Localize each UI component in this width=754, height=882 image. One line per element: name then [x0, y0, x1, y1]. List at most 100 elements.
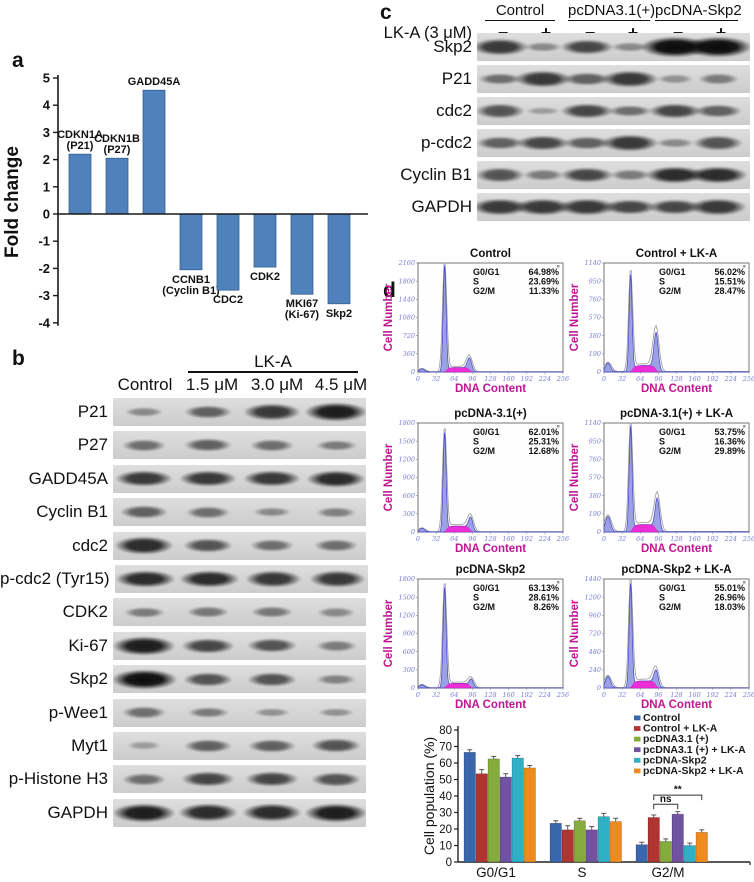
protein-band: [655, 137, 695, 149]
protein-band: [178, 470, 238, 488]
protein-band: [249, 606, 295, 619]
text-label: 28.61%: [528, 592, 559, 602]
text-label: 62.01%: [528, 427, 559, 437]
significance-bracket: [653, 794, 703, 801]
protein-label: Myt1: [71, 735, 108, 755]
text-label: Control + LK-A: [643, 723, 718, 735]
text-label: 1200: [584, 593, 601, 601]
text-label: 1200: [398, 612, 415, 620]
protein-band: [477, 167, 527, 183]
text-label: 0: [597, 368, 601, 376]
text-label: Cell Number: [569, 443, 581, 511]
text-label: 29.89%: [714, 446, 745, 456]
text-label: 1: [43, 179, 50, 194]
protein-label: Cyclin B1: [36, 502, 108, 522]
text-label: 56.02%: [714, 267, 745, 277]
text-label: 0: [416, 691, 420, 699]
protein-label: GAPDH: [411, 197, 472, 216]
text-label: S: [473, 276, 479, 286]
text-label: -4: [38, 315, 50, 330]
protein-band: [314, 439, 358, 452]
text-label: 1200: [398, 456, 415, 464]
text-label: **: [674, 785, 682, 796]
legend-swatch: [634, 715, 641, 721]
text-label: 96: [654, 691, 662, 699]
text-label: S: [473, 436, 479, 446]
protein-band: [176, 803, 240, 822]
protein-label: cdc2: [436, 101, 472, 120]
text-label: 96: [468, 535, 476, 543]
text-label: 11.33%: [529, 286, 559, 296]
text-label: 128: [670, 535, 682, 543]
text-label: 1800: [398, 277, 415, 285]
fold-change-bar: [142, 89, 166, 215]
text-label: 256: [742, 691, 754, 699]
text-label: 128: [484, 535, 496, 543]
text-label: 900: [403, 474, 415, 482]
blot-strip: [113, 431, 366, 460]
text-label: 55.01%: [714, 583, 745, 593]
blot-row: P21: [0, 398, 368, 426]
text-label: 0: [602, 691, 606, 699]
text-label: pcDNA-Skp2 + LK-A: [643, 765, 744, 777]
text-label: 0: [446, 857, 452, 869]
text-label: 256: [556, 535, 569, 543]
population-bar: [695, 832, 708, 863]
text-label: 0: [43, 207, 50, 222]
protein-band: [245, 638, 299, 654]
text-label: 224: [724, 375, 737, 383]
protein-band: [113, 635, 177, 656]
text-label: 192: [521, 375, 533, 383]
fold-change-bar: [253, 213, 277, 268]
protein-band: [114, 569, 177, 589]
protein-band: [557, 198, 617, 216]
flow-histogram: [417, 265, 564, 373]
text-label: CDKN1B: [94, 133, 140, 145]
protein-band: [113, 668, 179, 690]
text-label: 128: [670, 375, 682, 383]
text-label: 2160: [397, 259, 415, 267]
legend-swatch: [634, 757, 641, 763]
flow-s-phase-region: [444, 683, 473, 689]
population-bar: [573, 820, 586, 863]
text-label: 1440: [398, 296, 415, 304]
protein-band: [693, 104, 743, 118]
protein-label: CDK2: [62, 602, 108, 622]
western-blot-panel-c: Control pcDNA3.1(+) pcDNA-Skp2 LK-A (3 μ…: [377, 0, 754, 225]
text-label: (P27): [104, 144, 131, 156]
text-label: -1: [38, 234, 50, 249]
flow-plot-flow-control: 360 720 1080 1440 1800 2160 00 32 64 96 128 160 192 2…: [383, 248, 569, 395]
protein-band: [315, 673, 357, 685]
blot-row: P21: [377, 65, 750, 93]
protein-band: [315, 506, 357, 518]
blot-row: Cyclin B1: [377, 161, 750, 189]
protein-label: p-Wee1: [48, 702, 108, 722]
panel-b-label: b: [12, 347, 25, 370]
text-label: 160: [688, 535, 700, 543]
text-label: 128: [484, 691, 496, 699]
flow-histogram: [417, 432, 564, 533]
text-label: 128: [484, 375, 496, 383]
protein-band: [513, 198, 573, 216]
text-label: 18.03%: [714, 602, 745, 612]
panel-d-label: d: [383, 279, 396, 302]
protein-band: [248, 539, 296, 552]
protein-band: [253, 707, 291, 718]
text-label: 1140: [584, 259, 601, 267]
protein-band: [309, 738, 363, 754]
text-label: 1440: [584, 575, 601, 583]
flow-histogram: [603, 425, 750, 533]
protein-band: [183, 405, 233, 419]
text-label: Cell Number: [569, 283, 581, 351]
population-bar: [475, 773, 488, 863]
protein-band: [477, 136, 525, 150]
text-label: ns: [660, 794, 672, 805]
protein-band: [245, 671, 299, 687]
panel-c-label: c: [380, 1, 392, 24]
text-label: 300: [403, 666, 415, 674]
text-label: 192: [707, 375, 719, 383]
flow-plot-flow-pcdna-skp2: 300 600 900 1200 1500 1800 00 32 64 96 128 160 192 22…: [383, 564, 569, 711]
text-label: 900: [403, 630, 415, 638]
